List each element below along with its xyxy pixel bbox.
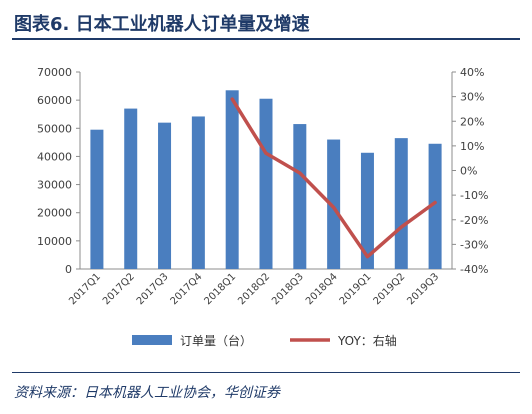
x-tick-label: 2018Q2 <box>236 271 272 307</box>
title-rule <box>12 38 520 40</box>
right-tick-label: -40% <box>460 263 488 276</box>
x-tick-label: 2018Q1 <box>202 271 238 307</box>
order-bar <box>293 124 307 269</box>
x-tick-label: 2017Q2 <box>101 271 137 307</box>
left-tick-label: 40000 <box>37 150 72 163</box>
right-tick-label: 30% <box>460 91 484 104</box>
source-note: 资料来源：日本机器人工业协会，华创证券 <box>14 385 280 401</box>
right-tick-label: -10% <box>460 189 488 202</box>
x-tick-label: 2018Q4 <box>304 271 340 307</box>
order-bar <box>428 143 442 269</box>
order-bar <box>394 138 408 269</box>
legend-bar-label: 订单量（台） <box>180 333 252 348</box>
right-tick-label: 20% <box>460 115 484 128</box>
order-bar <box>191 116 205 269</box>
order-bar <box>158 122 172 270</box>
figure-title: 图表6. 日本工业机器人订单量及增速 <box>14 14 310 35</box>
legend-bar-swatch <box>132 335 172 345</box>
x-tick-label: 2019Q2 <box>372 271 408 307</box>
order-bar <box>124 108 138 269</box>
x-tick-label: 2017Q1 <box>67 271 103 307</box>
order-bar <box>327 139 341 269</box>
figure-footer: 资料来源：日本机器人工业协会，华创证券 <box>0 370 532 414</box>
legend-line-label: YOY：右轴 <box>337 333 397 348</box>
right-tick-label: -30% <box>460 238 488 251</box>
left-tick-label: 60000 <box>37 94 72 107</box>
yoy-line <box>230 97 437 259</box>
right-tick-label: -20% <box>460 214 488 227</box>
x-tick-label: 2019Q3 <box>405 271 441 307</box>
orders-yoy-chart: 0 10000 20000 30000 40000 50000 60000 70000 -40%… <box>37 66 488 348</box>
left-tick-label: 20000 <box>37 207 72 220</box>
footer-rule <box>12 372 520 373</box>
left-tick-label: 0 <box>65 263 72 276</box>
left-tick-label: 30000 <box>37 179 72 192</box>
right-tick-label: 0% <box>460 165 477 178</box>
order-bar <box>259 98 273 269</box>
x-tick-label: 2017Q3 <box>135 271 171 307</box>
left-tick-label: 50000 <box>37 122 72 135</box>
left-tick-label: 70000 <box>37 66 72 79</box>
x-tick-label: 2018Q3 <box>270 271 306 307</box>
x-tick-label: 2017Q4 <box>169 271 205 307</box>
right-tick-label: 10% <box>460 140 484 153</box>
figure-header: 图表6. 日本工业机器人订单量及增速 <box>0 0 532 44</box>
right-tick-label: 40% <box>460 66 484 79</box>
order-bar <box>360 152 374 269</box>
left-tick-label: 10000 <box>37 235 72 248</box>
order-bar <box>90 129 104 269</box>
order-bar <box>225 90 239 269</box>
x-tick-label: 2019Q1 <box>338 271 374 307</box>
